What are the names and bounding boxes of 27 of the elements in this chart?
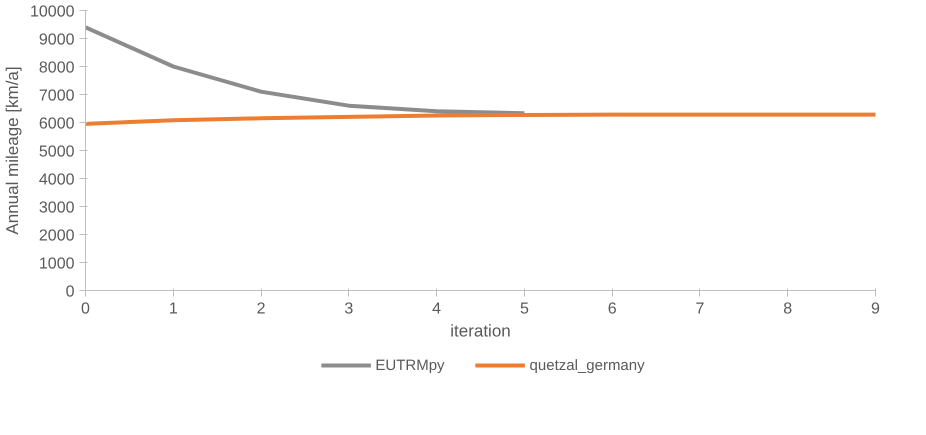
x-tick-label: 4 xyxy=(432,300,442,318)
legend-label: quetzal_germany xyxy=(530,356,645,374)
x-tick-label: 9 xyxy=(871,300,880,318)
y-tick-label: 3000 xyxy=(38,200,75,216)
y-tick-label: 8000 xyxy=(38,60,75,76)
x-tick-label: 5 xyxy=(520,300,529,318)
y-axis-title: Annual mileage [km/a] xyxy=(3,66,22,235)
x-tick-label: 6 xyxy=(608,300,617,318)
x-tick-label: 1 xyxy=(168,300,178,318)
x-tick-label: 3 xyxy=(344,300,354,318)
x-tick-label: 7 xyxy=(695,300,704,318)
y-tick-label: 1000 xyxy=(38,256,75,272)
y-tick-label: 5000 xyxy=(38,144,75,160)
y-tick-label: 9000 xyxy=(38,32,75,48)
x-tick-label: 8 xyxy=(783,300,792,318)
x-tick-label: 2 xyxy=(256,300,266,318)
x-tick-label: 0 xyxy=(81,300,90,318)
legend-label: EUTRMpy xyxy=(375,356,445,374)
x-axis-title: iteration xyxy=(450,322,511,340)
y-tick-label: 0 xyxy=(66,284,75,300)
y-tick-label: 10000 xyxy=(30,4,75,20)
y-tick-label: 2000 xyxy=(38,228,75,244)
y-tick-label: 6000 xyxy=(38,116,75,132)
line-series xyxy=(86,25,526,116)
line-series xyxy=(86,112,876,126)
y-tick-label: 7000 xyxy=(38,88,75,104)
y-tick-label: 4000 xyxy=(38,172,75,188)
